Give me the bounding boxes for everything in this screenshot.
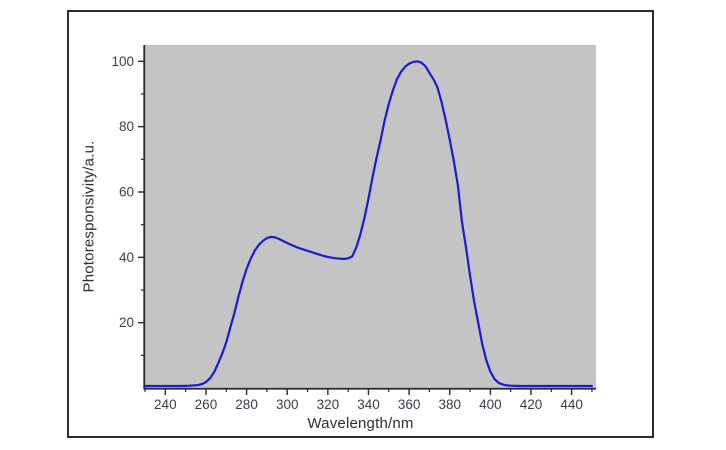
figure-border: 240 260 280 300 320 340 360 380 400 420 440 20 40 60 8… bbox=[67, 10, 654, 438]
x-tick-label: 300 bbox=[276, 397, 299, 412]
y-tick-label: 20 bbox=[119, 315, 134, 330]
x-axis-title: Wavelength/nm bbox=[307, 415, 414, 432]
photoresponse-curve bbox=[143, 60, 594, 388]
y-axis-title: Photoresponsivity/a.u. bbox=[80, 140, 98, 293]
chart-svg: 240 260 280 300 320 340 360 380 400 420 440 20 40 60 8… bbox=[111, 45, 596, 412]
x-tick-label: 340 bbox=[357, 397, 380, 412]
y-tick-label: 80 bbox=[119, 119, 134, 134]
plot-area bbox=[145, 45, 596, 388]
x-tick-label: 400 bbox=[479, 397, 502, 412]
y-tick-label: 100 bbox=[111, 54, 134, 69]
x-tick-label: 280 bbox=[235, 397, 258, 412]
y-tick-label: 40 bbox=[119, 250, 134, 265]
x-tick-label: 440 bbox=[560, 397, 583, 412]
x-tick-label: 260 bbox=[195, 397, 218, 412]
x-tick-label: 240 bbox=[154, 397, 177, 412]
x-tick-label: 320 bbox=[317, 397, 340, 412]
x-tick-label: 380 bbox=[438, 397, 461, 412]
y-tick-label: 60 bbox=[119, 185, 134, 200]
x-tick-label: 360 bbox=[398, 397, 421, 412]
x-tick-label: 420 bbox=[520, 397, 543, 412]
